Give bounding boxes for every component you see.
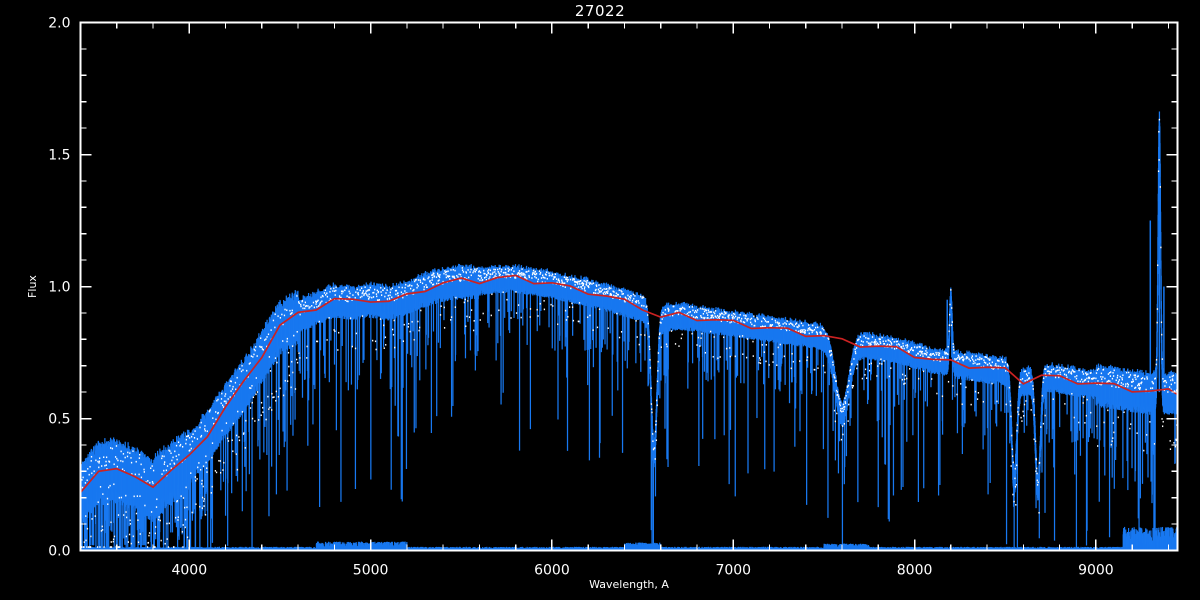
x-tick-label: 4000: [171, 563, 207, 579]
x-tick-label: 8000: [897, 563, 933, 579]
y-axis-label: Flux: [26, 275, 39, 298]
y-tick-label: 1.0: [48, 280, 70, 296]
y-tick-label: 2.0: [48, 16, 70, 32]
y-tick-label: 0.0: [48, 544, 70, 560]
axes-frame: 4000 5000 6000 7000 8000 9000 0.0 0.5 1.0 1.5 2.0: [48, 16, 1179, 579]
series-observed-blue: [79, 111, 1178, 550]
x-tick-label: 6000: [534, 563, 570, 579]
x-tick-label: 7000: [715, 563, 751, 579]
y-tick-label: 1.5: [48, 148, 70, 164]
series-model-red: [79, 274, 1178, 493]
page-title: 27022: [574, 2, 626, 20]
y-tick-label: 0.5: [48, 412, 70, 428]
x-axis-label: Wavelength, A: [589, 578, 669, 591]
series-baseline-noise: [79, 526, 1178, 551]
series-observed-white: [79, 118, 1178, 548]
x-tick-label: 5000: [353, 563, 389, 579]
x-tick-label: 9000: [1078, 563, 1114, 579]
